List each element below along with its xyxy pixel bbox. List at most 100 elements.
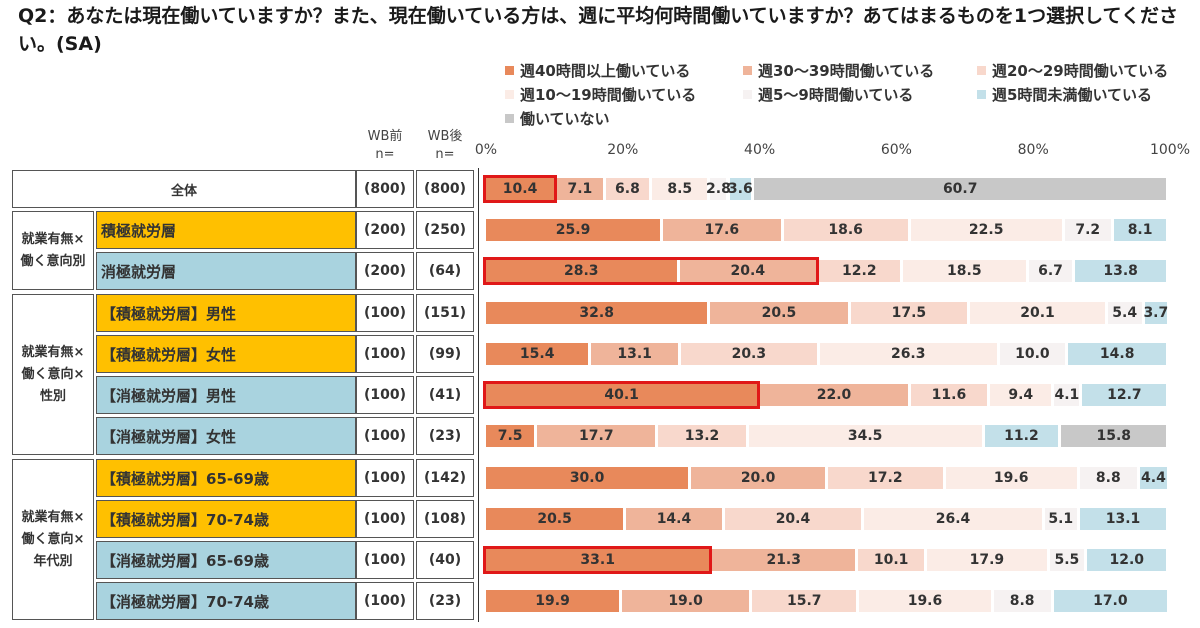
bar-segment: 21.3 — [712, 549, 859, 571]
n-after-cell: (23) — [416, 417, 474, 455]
row-label: 【積極就労層】70-74歳 — [96, 500, 356, 538]
legend-item: 週10～19時間働いている — [505, 84, 696, 105]
group-label: 就業有無×働く意向別 — [12, 211, 94, 290]
legend-label: 週30～39時間働いている — [758, 62, 935, 80]
bar-segment: 17.9 — [927, 549, 1050, 571]
n-after-cell: (250) — [416, 211, 474, 249]
n-after-cell: (151) — [416, 294, 474, 332]
bar-segment: 3.6 — [728, 178, 755, 200]
row-label: 【積極就労層】男性 — [96, 294, 356, 332]
bar-segment: 15.7 — [752, 590, 860, 612]
bar-segment: 12.0 — [1087, 549, 1170, 571]
bar-segment: 20.3 — [680, 343, 820, 365]
bar-segment: 25.9 — [486, 219, 664, 241]
bar-segment: 10.0 — [999, 343, 1069, 365]
bar-segment: 32.8 — [486, 302, 711, 324]
n-before-cell: (100) — [356, 417, 414, 455]
legend-item: 働いていない — [505, 108, 610, 129]
bar-segment: 13.1 — [591, 343, 681, 365]
row-label: 【消極就労層】男性 — [96, 376, 356, 414]
bar-segment: 12.2 — [819, 260, 903, 282]
legend-swatch — [505, 66, 514, 75]
n-before-cell: (800) — [356, 170, 414, 208]
bar-segment: 17.2 — [828, 467, 946, 489]
bar-segment: 9.4 — [990, 384, 1055, 406]
bar-segment: 17.6 — [663, 219, 784, 241]
legend-item: 週5～9時間働いている — [743, 84, 913, 105]
n-after-cell: (40) — [416, 541, 474, 579]
bar-segment: 7.5 — [486, 425, 538, 447]
legend-swatch — [505, 114, 514, 123]
group-label: 就業有無×働く意向×性別 — [12, 294, 94, 455]
bar-segment: 13.8 — [1074, 260, 1170, 282]
n-before-cell: (100) — [356, 500, 414, 538]
n-after-cell: (108) — [416, 500, 474, 538]
n-before-cell: (100) — [356, 376, 414, 414]
bar-segment: 60.7 — [754, 178, 1170, 200]
bar-segment: 34.5 — [748, 425, 985, 447]
bar-segment: 19.6 — [945, 467, 1080, 489]
n-before-cell: (200) — [356, 211, 414, 249]
bar-segment: 20.1 — [970, 302, 1108, 324]
legend-item: 週30～39時間働いている — [743, 60, 934, 81]
bar-segment: 5.4 — [1107, 302, 1145, 324]
highlight-box — [483, 257, 820, 285]
bar-segment: 30.0 — [486, 467, 692, 489]
bar-segment: 33.1 — [486, 549, 713, 571]
n-after-cell: (800) — [416, 170, 474, 208]
bar-segment: 20.0 — [691, 467, 828, 489]
legend-label: 週5～9時間働いている — [758, 86, 914, 104]
row-label: 【消極就労層】65-69歳 — [96, 541, 356, 579]
bar-segment: 17.0 — [1053, 590, 1170, 612]
bar-segment: 15.8 — [1061, 425, 1170, 447]
bar-segment: 8.1 — [1113, 219, 1170, 241]
legend-swatch — [743, 66, 752, 75]
n-before-cell: (100) — [356, 582, 414, 620]
bar-segment: 19.9 — [486, 590, 623, 612]
highlight-box — [483, 175, 558, 203]
bar-segment: 13.1 — [1079, 508, 1170, 530]
bar-segment: 26.4 — [864, 508, 1045, 530]
row-label: 【積極就労層】女性 — [96, 335, 356, 373]
bar-segment: 19.0 — [622, 590, 753, 612]
bar-segment: 20.5 — [486, 508, 627, 530]
chart-legend: 週40時間以上働いている 週30～39時間働いている 週20～29時間働いている週1… — [505, 60, 1195, 140]
n-after-cell: (142) — [416, 459, 474, 497]
bar-segment: 7.1 — [557, 178, 606, 200]
legend-label: 週40時間以上働いている — [520, 62, 691, 80]
bar-segment: 28.3 — [486, 260, 680, 282]
bar-segment: 5.5 — [1049, 549, 1088, 571]
bar-segment: 10.1 — [858, 549, 928, 571]
bar-segment: 6.7 — [1029, 260, 1075, 282]
row-label: 全体 — [12, 170, 356, 208]
legend-item: 週20～29時間働いている — [977, 60, 1168, 81]
bar-segment: 22.5 — [910, 219, 1065, 241]
bar-segment: 3.7 — [1143, 302, 1170, 324]
row-label: 積極就労層 — [96, 211, 356, 249]
n-after-cell: (23) — [416, 582, 474, 620]
legend-swatch — [505, 90, 514, 99]
question-title: Q2：あなたは現在働いていますか？また、現在働いている方は、週に平均何時間働いて… — [18, 5, 1178, 55]
bar-segment: 22.0 — [760, 384, 911, 406]
bar-segment: 4.4 — [1139, 467, 1170, 489]
n-after-cell: (64) — [416, 252, 474, 290]
x-tick-label: 100% — [1149, 142, 1191, 158]
bar-segment: 17.7 — [537, 425, 659, 447]
bar-segment: 12.7 — [1082, 384, 1170, 406]
bar-segment: 6.8 — [605, 178, 653, 200]
bar-segment: 4.1 — [1054, 384, 1083, 406]
x-tick-label: 20% — [607, 142, 639, 158]
legend-item: 週5時間未満働いている — [977, 84, 1152, 105]
bar-segment: 18.5 — [902, 260, 1030, 282]
bar-segment: 11.6 — [910, 384, 991, 406]
bar-segment: 20.4 — [724, 508, 865, 530]
bar-segment: 20.5 — [710, 302, 851, 324]
bar-segment: 14.8 — [1068, 343, 1170, 365]
row-label: 【積極就労層】65-69歳 — [96, 459, 356, 497]
n-after-cell: (41) — [416, 376, 474, 414]
bar-segment: 7.2 — [1064, 219, 1114, 241]
bar-segment: 15.4 — [486, 343, 592, 365]
legend-label: 週5時間未満働いている — [992, 86, 1152, 104]
bar-segment: 17.5 — [850, 302, 971, 324]
group-label: 就業有無×働く意向×年代別 — [12, 459, 94, 620]
